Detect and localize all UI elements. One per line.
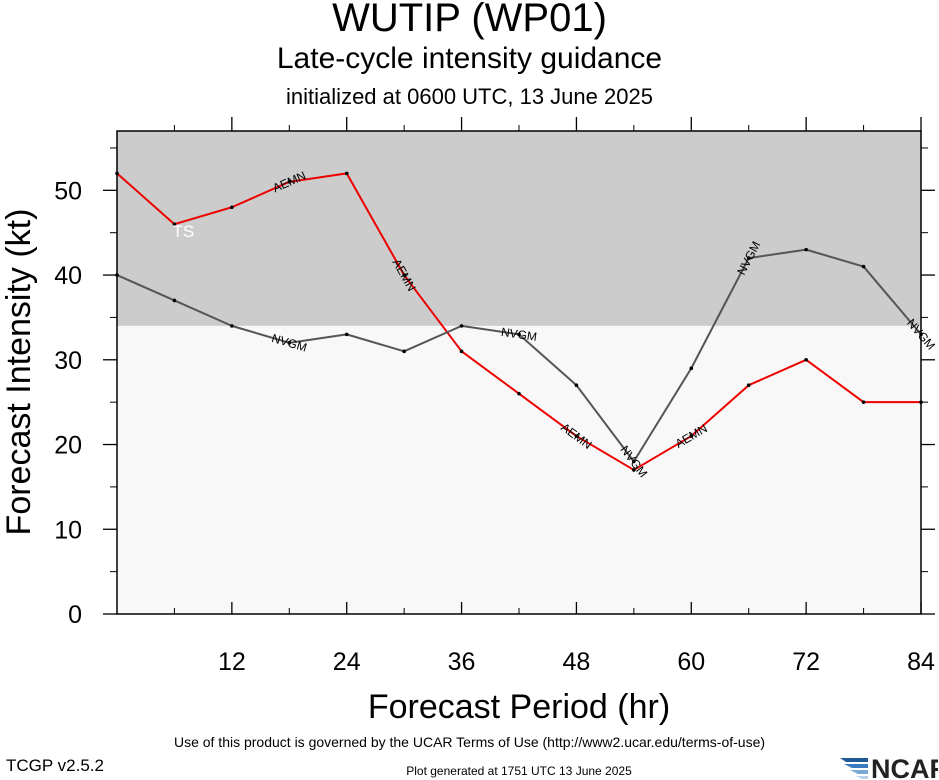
point-nvgm xyxy=(517,332,521,337)
series-lines xyxy=(115,171,923,472)
chart-title: WUTIP (WP01) xyxy=(332,0,607,40)
x-tick-label: 84 xyxy=(907,648,935,676)
intensity-bands xyxy=(117,131,921,614)
point-nvgm xyxy=(287,341,292,345)
terms-of-use-notice: Use of this product is governed by the U… xyxy=(173,734,766,750)
ncar-logo: NCAR xyxy=(840,754,938,780)
point-aemn xyxy=(632,468,636,472)
y-tick-label: 20 xyxy=(54,432,82,460)
band-below-ts xyxy=(117,325,921,614)
x-tick-label: 72 xyxy=(792,648,820,676)
point-aemn xyxy=(459,349,464,354)
point-aemn xyxy=(861,400,866,404)
series-label-nvgm: NVGM xyxy=(500,325,538,344)
band-label-ts: TS xyxy=(173,222,195,241)
point-nvgm xyxy=(804,247,808,252)
point-nvgm xyxy=(459,324,464,328)
y-tick-label: 30 xyxy=(54,347,82,375)
point-nvgm xyxy=(230,324,234,328)
point-nvgm xyxy=(344,332,349,337)
point-nvgm xyxy=(402,349,406,354)
y-axis-label: Forecast Intensity (kt) xyxy=(0,209,38,536)
logo-text: NCAR xyxy=(871,754,938,780)
generated-timestamp: Plot generated at 1751 UTC 13 June 2025 xyxy=(406,764,632,778)
y-tick-label: 40 xyxy=(54,262,82,290)
x-tick-label: 36 xyxy=(448,648,476,676)
ncar-swoosh-icon xyxy=(840,758,868,779)
chart-subtitle: Late-cycle intensity guidance xyxy=(276,42,663,75)
version-label: TCGP v2.5.2 xyxy=(6,756,104,775)
x-tick-label: 60 xyxy=(677,648,705,676)
point-aemn xyxy=(574,434,579,438)
point-aemn xyxy=(230,205,234,210)
point-aemn xyxy=(172,222,177,227)
point-aemn xyxy=(344,171,349,176)
x-axis-label: Forecast Period (hr) xyxy=(368,688,670,726)
init-time: initialized at 0600 UTC, 13 June 2025 xyxy=(286,84,653,109)
x-tick-label: 24 xyxy=(333,648,361,676)
y-tick-label: 10 xyxy=(54,516,82,544)
point-aemn xyxy=(689,434,694,438)
point-nvgm xyxy=(861,264,866,269)
point-aemn xyxy=(517,391,521,396)
point-aemn xyxy=(287,180,292,184)
point-aemn xyxy=(402,273,406,277)
axes: 12 24 36 48 60 72 84 0 10 20 30 40 50 xyxy=(54,117,935,676)
point-aemn xyxy=(804,357,808,362)
point-aemn xyxy=(746,383,751,388)
point-nvgm xyxy=(574,383,579,388)
x-tick-label: 48 xyxy=(563,648,591,676)
band-ts xyxy=(117,131,921,326)
point-nvgm xyxy=(632,459,636,464)
y-tick-label: 50 xyxy=(54,177,82,205)
x-tick-label: 12 xyxy=(218,648,246,676)
point-nvgm xyxy=(746,256,751,260)
point-nvgm xyxy=(172,298,177,303)
point-nvgm xyxy=(689,366,694,371)
y-tick-label: 0 xyxy=(68,601,82,629)
